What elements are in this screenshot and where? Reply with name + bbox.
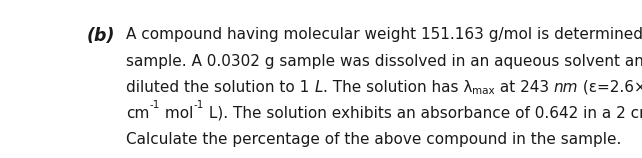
Text: at 243: at 243 xyxy=(494,80,553,95)
Text: cm: cm xyxy=(126,106,150,121)
Text: nm: nm xyxy=(553,80,578,95)
Text: L: L xyxy=(314,80,323,95)
Text: diluted the solution to 1: diluted the solution to 1 xyxy=(126,80,314,95)
Text: (b): (b) xyxy=(86,27,115,46)
Text: -1: -1 xyxy=(193,100,204,110)
Text: A compound having molecular weight 151.163 g/mol is determined in a: A compound having molecular weight 151.1… xyxy=(126,27,642,43)
Text: max: max xyxy=(472,86,494,96)
Text: -1: -1 xyxy=(150,100,160,110)
Text: . The solution has λ: . The solution has λ xyxy=(323,80,472,95)
Text: (ε=2.6×10: (ε=2.6×10 xyxy=(578,80,642,95)
Text: Calculate the percentage of the above compound in the sample.: Calculate the percentage of the above co… xyxy=(126,132,621,147)
Text: sample. A 0.0302 g sample was dissolved in an aqueous solvent and: sample. A 0.0302 g sample was dissolved … xyxy=(126,54,642,69)
Text: mol: mol xyxy=(160,106,193,121)
Text: L). The solution exhibits an absorbance of 0.642 in a 2 cm cell.: L). The solution exhibits an absorbance … xyxy=(204,106,642,121)
